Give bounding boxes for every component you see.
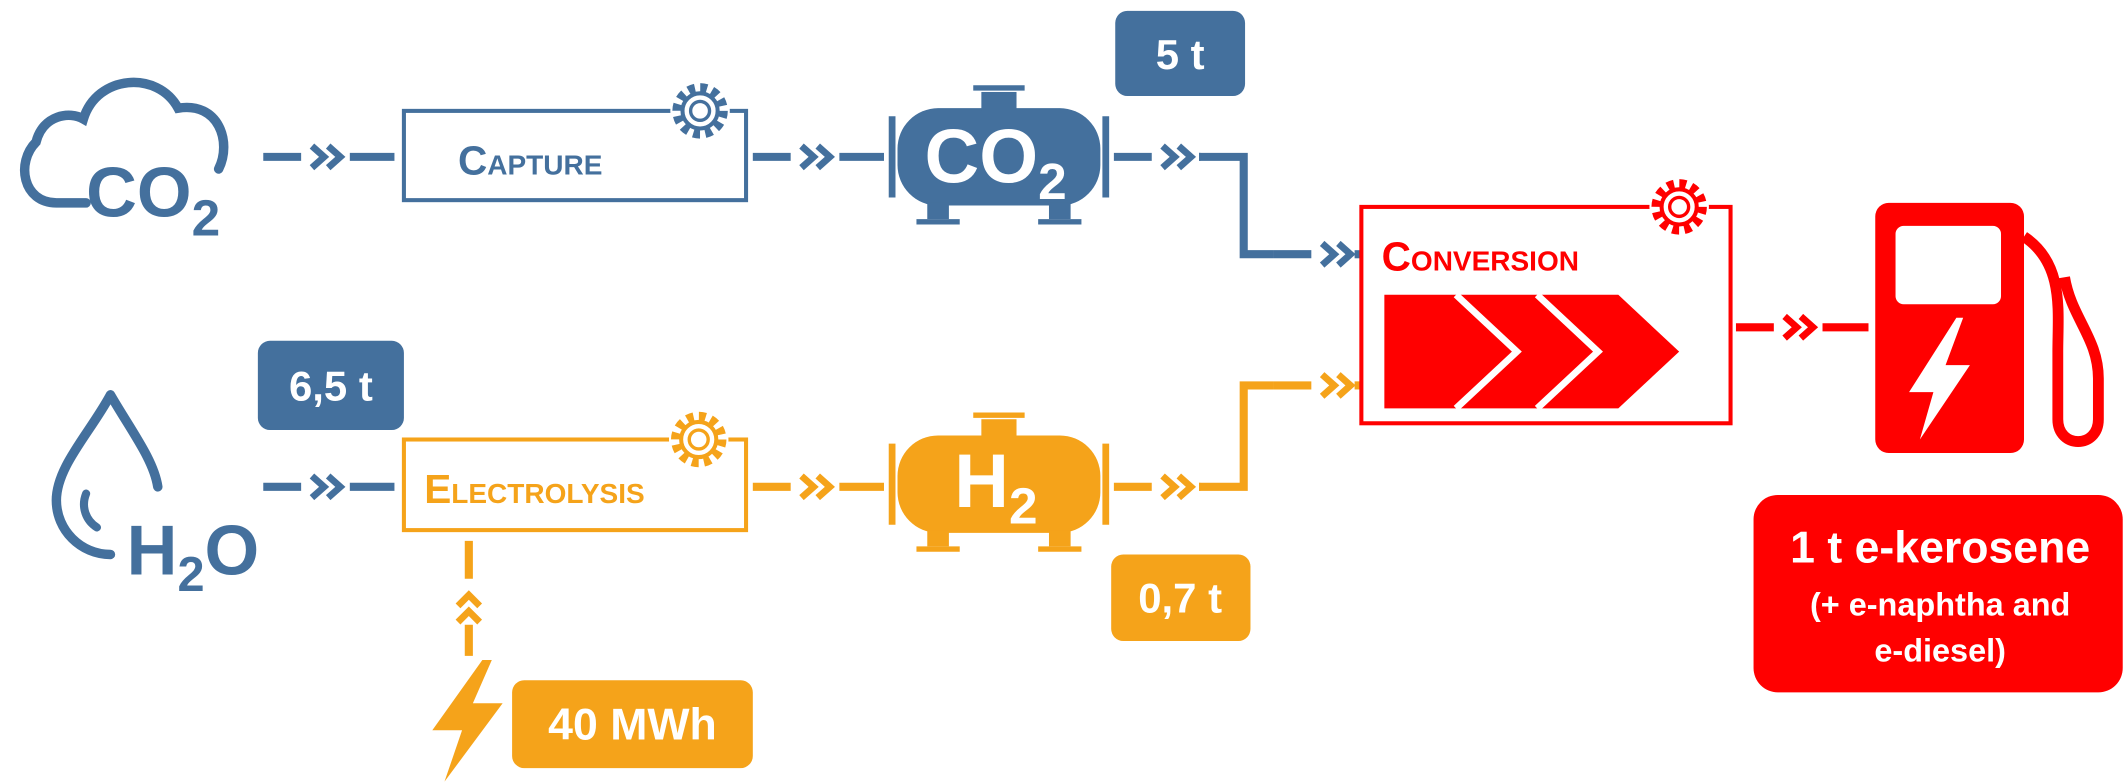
- gear-ring: [680, 91, 720, 131]
- co2-source-label: CO2: [86, 152, 220, 246]
- gear-ring: [679, 419, 719, 460]
- tank-leg: [927, 530, 949, 547]
- arrow-chevron: [815, 473, 835, 501]
- output-badge: [1753, 494, 2123, 693]
- drop-icon: [51, 390, 163, 560]
- arrow-chevron: [1160, 473, 1180, 501]
- arrow-chevron: [325, 143, 346, 171]
- energy-badge: [512, 680, 753, 769]
- capture-box: [401, 108, 749, 203]
- co2-source-main: CO: [86, 152, 191, 231]
- co2-amount-badge: [1115, 10, 1246, 97]
- tank-leg: [1048, 202, 1071, 220]
- tank-leg: [927, 202, 949, 220]
- water-amount-badge: [257, 340, 404, 431]
- arrow-chevron: [325, 473, 346, 501]
- h2o-source-label: H2O: [127, 511, 260, 602]
- h2-amount: 0,7 t: [1138, 575, 1222, 622]
- arrow-chevron: [1176, 473, 1197, 501]
- drop-shine: [79, 489, 101, 532]
- tank-cap: [981, 419, 1017, 439]
- cloud-icon: [19, 77, 229, 208]
- capture-label: Capture: [458, 137, 602, 183]
- gear-hole: [688, 99, 712, 123]
- electrolysis-label: Electrolysis: [424, 466, 645, 512]
- gear-teeth: [672, 83, 728, 139]
- output-note: (+ e-naphtha and: [1810, 586, 2070, 622]
- arrow-chevron: [1336, 240, 1356, 268]
- gear-teeth: [671, 411, 727, 468]
- co2-tank-label: CO2: [925, 115, 1067, 210]
- arrow-chevron: [1176, 143, 1197, 171]
- arrow-chevron: [309, 473, 330, 501]
- conversion-label: Conversion: [1382, 233, 1579, 279]
- arrow-chevron: [815, 143, 835, 171]
- h2o-source-tail: O: [205, 511, 260, 590]
- gear-teeth: [1651, 179, 1707, 235]
- tank-leg: [1048, 530, 1071, 547]
- tank-body: [897, 435, 1101, 533]
- h2-amount-badge: [1111, 554, 1251, 642]
- arrow-chevron: [799, 473, 819, 501]
- arrow-chevron: [309, 143, 330, 171]
- co2-tank-main: CO: [925, 115, 1039, 200]
- h2o-source-main: H: [127, 511, 178, 590]
- h2-tank-main: H: [954, 439, 1009, 524]
- arrow-chevron: [1798, 313, 1819, 341]
- co2-amount: 5 t: [1156, 31, 1205, 78]
- gear-hole: [1668, 195, 1691, 219]
- lightning-icon: [432, 659, 503, 782]
- arrow-chevron: [1319, 372, 1340, 399]
- conversion-box: [1359, 204, 1733, 426]
- gear-hole: [687, 428, 710, 451]
- energy: 40 MWh: [548, 701, 717, 750]
- pump-screen: [1895, 225, 2002, 305]
- conversion-chevron-line: [1534, 292, 1603, 411]
- co2-tank-sub: 2: [1038, 152, 1067, 210]
- energy-chevron: [455, 606, 483, 625]
- output-note: e-diesel): [1874, 632, 2006, 668]
- conversion-chevron-line: [1453, 292, 1522, 411]
- h2o-source-sub: 2: [177, 548, 204, 602]
- arrow-chevron: [1336, 372, 1356, 399]
- h2-tank-label: H2: [954, 439, 1037, 534]
- co2-source-sub: 2: [192, 188, 221, 246]
- arrow-chevron: [1319, 240, 1340, 268]
- tank-cap: [981, 91, 1017, 111]
- electrolysis-box: [401, 437, 749, 533]
- water-amount: 6,5 t: [289, 362, 373, 409]
- arrow-chevron: [799, 143, 819, 171]
- co2-route: [1199, 152, 1274, 259]
- output-title: 1 t e-kerosene: [1790, 524, 2090, 573]
- conversion-chevrons: [1384, 294, 1680, 409]
- pump-bolt: [1909, 317, 1970, 440]
- pump-hose: [2020, 232, 2104, 447]
- tank-body: [897, 108, 1101, 206]
- energy-chevron: [455, 590, 483, 609]
- shapes: [19, 77, 2104, 782]
- h2-route: [1199, 381, 1274, 491]
- arrow-chevron: [1782, 313, 1802, 341]
- h2-tank-sub: 2: [1009, 476, 1038, 534]
- gear-ring: [1659, 187, 1699, 227]
- arrow-chevron: [1160, 143, 1180, 171]
